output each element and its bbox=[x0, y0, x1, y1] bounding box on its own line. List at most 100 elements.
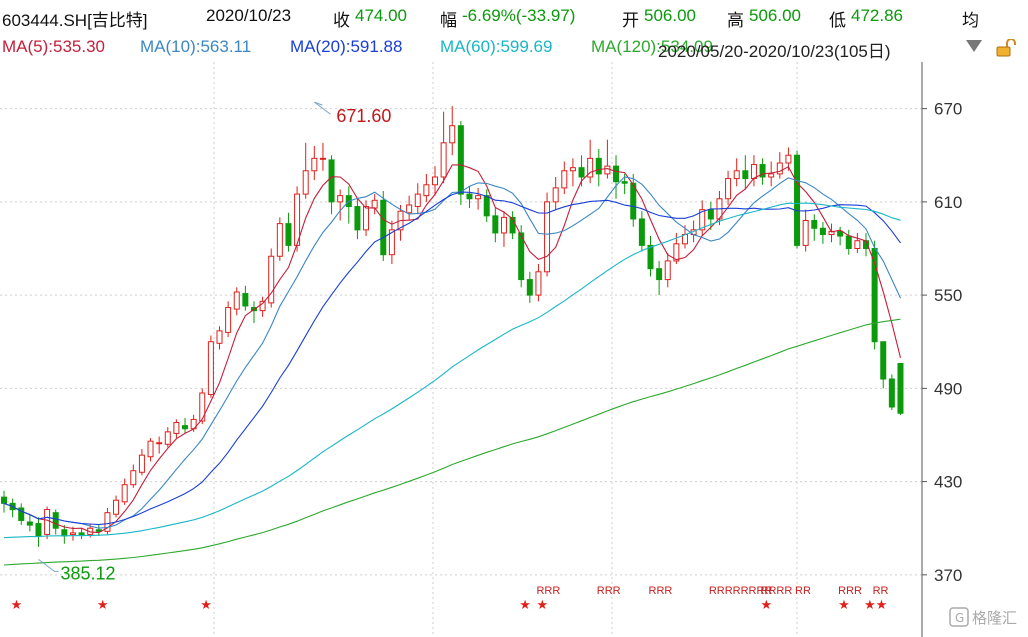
r-marker: RR bbox=[795, 585, 811, 597]
candle-body bbox=[138, 454, 145, 473]
candle-body bbox=[18, 507, 25, 521]
candle-body bbox=[604, 165, 611, 175]
watermark-text: 格隆汇 bbox=[972, 609, 1017, 627]
candle-body bbox=[742, 170, 749, 180]
star-marker: ★ bbox=[519, 597, 531, 612]
candle-body bbox=[630, 182, 637, 220]
y-tick-label: 670 bbox=[934, 100, 962, 119]
candle-body bbox=[794, 154, 801, 246]
candle-body bbox=[544, 201, 551, 273]
star-marker: ★ bbox=[536, 597, 548, 612]
low-pointer bbox=[38, 558, 59, 572]
close-value: 474.00 bbox=[355, 6, 407, 25]
y-tick-label: 610 bbox=[934, 193, 962, 212]
candle-body bbox=[750, 164, 757, 180]
stock-symbol[interactable]: 603444.SH[吉比特] bbox=[2, 11, 148, 30]
star-marker: ★ bbox=[761, 597, 773, 612]
candle-body bbox=[276, 223, 283, 257]
candles bbox=[1, 106, 904, 547]
ma20-value: MA(20):591.88 bbox=[290, 37, 403, 56]
candle-body bbox=[104, 512, 111, 532]
svg-text:G: G bbox=[955, 611, 964, 625]
star-marker: ★ bbox=[200, 597, 212, 612]
ma60-value: MA(60):599.69 bbox=[440, 37, 553, 56]
candle-body bbox=[707, 209, 714, 220]
candle-body bbox=[130, 470, 137, 486]
date-range[interactable]: 2020/05/20-2020/10/23(105日) bbox=[658, 42, 891, 61]
candle-body bbox=[388, 229, 395, 256]
candle-body bbox=[268, 255, 275, 304]
candle-body bbox=[656, 268, 663, 281]
low-price-label: 385.12 bbox=[60, 563, 115, 583]
triangle-down-icon[interactable] bbox=[966, 40, 982, 52]
candle-body bbox=[95, 529, 102, 532]
candle-body bbox=[578, 167, 585, 178]
candle-body bbox=[569, 167, 576, 172]
candle-body bbox=[768, 173, 775, 178]
ma10-line bbox=[3, 176, 901, 529]
star-marker: ★ bbox=[838, 597, 850, 612]
candle-body bbox=[837, 230, 844, 237]
candle-body bbox=[113, 499, 120, 515]
y-tick-label: 550 bbox=[934, 286, 962, 305]
candle-body bbox=[725, 178, 732, 200]
candle-body bbox=[233, 291, 240, 310]
avg-label: 均 bbox=[962, 11, 979, 30]
low-value: 472.86 bbox=[851, 6, 903, 25]
y-tick-label: 490 bbox=[934, 379, 962, 398]
candle-body bbox=[526, 279, 533, 296]
candle-body bbox=[52, 512, 59, 529]
unlock-icon[interactable] bbox=[995, 38, 1017, 57]
candle-body bbox=[759, 164, 766, 178]
candle-body bbox=[242, 293, 249, 307]
candle-body bbox=[147, 440, 154, 458]
candle-body bbox=[483, 195, 490, 217]
r-marker: RRRR bbox=[761, 585, 793, 597]
star-marker: ★ bbox=[97, 597, 109, 612]
r-marker: RR bbox=[873, 585, 889, 597]
candle-body bbox=[302, 170, 309, 195]
candle-body bbox=[35, 523, 42, 537]
ma-legend: MA(5):535.30 MA(10):563.11 MA(20):591.88… bbox=[0, 34, 1028, 62]
candle-body bbox=[802, 220, 809, 246]
price-annotations: 671.60 385.12 bbox=[38, 101, 391, 583]
candle-body bbox=[647, 244, 654, 270]
candle-body bbox=[845, 235, 852, 249]
ma60-line bbox=[3, 202, 901, 539]
candle-body bbox=[664, 260, 671, 281]
high-value: 506.00 bbox=[749, 6, 801, 25]
change-value: -6.69%(-33.97) bbox=[462, 6, 576, 25]
price-axis: 370 430 490 550 610 670 bbox=[922, 100, 962, 585]
candle-body bbox=[354, 206, 361, 231]
candle-body bbox=[1, 496, 7, 504]
candle-body bbox=[888, 378, 895, 408]
open-value: 506.00 bbox=[644, 6, 696, 25]
r-marker: RRR bbox=[649, 585, 673, 597]
candle-body bbox=[78, 532, 85, 535]
low-label: 低 bbox=[829, 11, 846, 30]
candle-body bbox=[500, 216, 507, 234]
candle-body bbox=[199, 392, 206, 422]
candle-body bbox=[466, 193, 473, 200]
candle-body bbox=[61, 529, 68, 537]
candle-body bbox=[440, 142, 447, 178]
candle-body bbox=[595, 157, 602, 175]
r-marker: RRRRRRRR bbox=[709, 585, 773, 597]
candle-body bbox=[457, 125, 464, 195]
candle-body bbox=[414, 193, 421, 208]
candle-body bbox=[492, 215, 499, 234]
candle-body bbox=[363, 206, 370, 231]
candle-body bbox=[776, 162, 783, 175]
candle-body bbox=[173, 422, 180, 434]
candle-body bbox=[432, 176, 438, 186]
candle-body bbox=[156, 442, 163, 445]
high-price-label: 671.60 bbox=[336, 106, 391, 126]
star-marker: ★★ bbox=[864, 597, 887, 612]
r-marker: RRR bbox=[838, 585, 862, 597]
candle-body bbox=[319, 157, 326, 160]
candle-body bbox=[613, 165, 620, 183]
candle-body bbox=[26, 521, 33, 526]
ma5-line bbox=[3, 164, 902, 534]
